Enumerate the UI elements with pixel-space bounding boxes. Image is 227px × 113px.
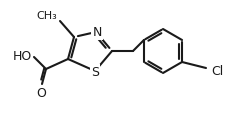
Text: Cl: Cl (210, 65, 222, 78)
Text: HO: HO (13, 50, 32, 63)
Text: O: O (36, 86, 46, 99)
Text: N: N (92, 26, 101, 39)
Text: CH₃: CH₃ (36, 11, 57, 21)
Text: S: S (91, 66, 99, 79)
